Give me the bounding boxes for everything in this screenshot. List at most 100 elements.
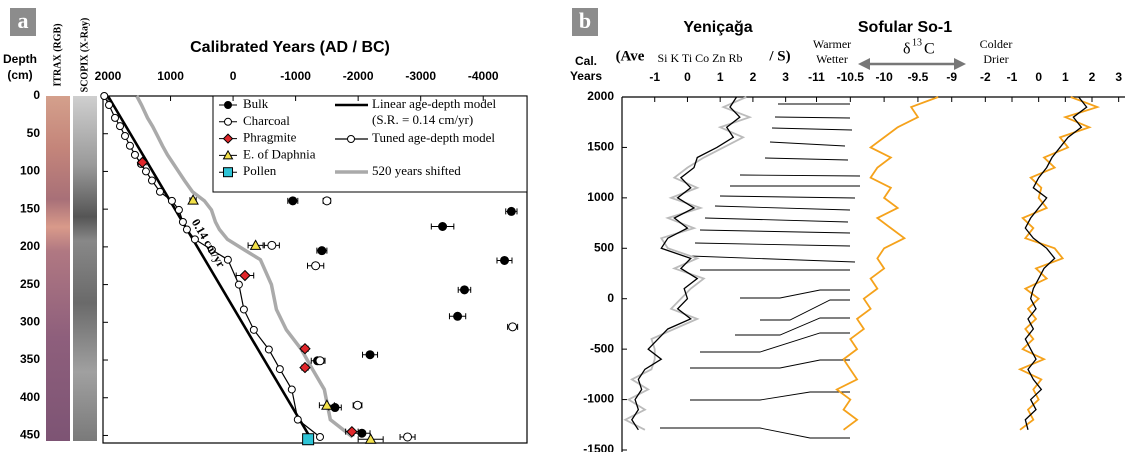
marker	[222, 133, 234, 144]
legend-label: Phragmite	[243, 130, 297, 145]
marker	[136, 156, 149, 169]
y-tick-label: 250	[20, 277, 40, 291]
legend-label: 520 years shifted	[372, 163, 461, 178]
x-tick-label: 1000	[157, 69, 184, 83]
marker	[353, 400, 363, 410]
marker	[315, 356, 325, 366]
marker	[288, 196, 298, 206]
record-line	[1024, 96, 1088, 430]
marker	[302, 433, 315, 446]
x-tick-label: 3	[782, 70, 789, 84]
panel-b: b Yeniçağa Sofular So-1 Cal. Years (Ave …	[570, 8, 1125, 452]
marker	[224, 117, 232, 126]
y-axis-title: Years	[570, 69, 602, 83]
axis-symbol: 13	[912, 37, 922, 48]
x-tick-label: -2000	[343, 69, 374, 83]
record-line	[1017, 96, 1101, 431]
marker	[346, 425, 358, 438]
panel-label: b	[579, 8, 591, 33]
record-title: Yeniçağa	[683, 19, 752, 36]
x-tick-label: -1	[649, 70, 660, 84]
marker	[357, 428, 367, 438]
y-tick-label: 1500	[587, 140, 614, 154]
marker	[178, 217, 187, 226]
record-title: Sofular So-1	[858, 19, 952, 36]
y-tick-label: -1000	[583, 392, 614, 406]
marker	[100, 92, 109, 100]
tie-lines	[660, 103, 861, 439]
marker	[147, 176, 156, 185]
marker	[506, 206, 516, 216]
marker	[141, 167, 150, 176]
x-tick-label: 3	[1115, 70, 1122, 84]
marker	[224, 101, 232, 109]
core-image	[46, 96, 70, 441]
marker	[249, 239, 262, 250]
marker	[330, 403, 340, 413]
marker	[116, 122, 125, 131]
record-line	[631, 96, 741, 431]
marker	[190, 235, 199, 244]
y-tick-label: 0	[607, 291, 614, 305]
x-tick-label: 0	[1035, 70, 1042, 84]
y-tick-label: 500	[594, 240, 614, 254]
legend-label: E. of Daphnia	[243, 146, 316, 161]
legend-label: Pollen	[243, 163, 277, 178]
axis-symbol: C	[924, 41, 935, 58]
marker	[453, 311, 463, 321]
x-tick-label: -4000	[468, 69, 499, 83]
marker	[121, 131, 130, 140]
record-line	[623, 96, 753, 431]
x-tick-label: -2	[980, 70, 991, 84]
x-tick-label: 2000	[95, 69, 122, 83]
marker	[287, 385, 296, 394]
y-tick-label: 1000	[587, 190, 614, 204]
marker	[174, 205, 183, 214]
core-label: SCOPIX (X-Ray)	[79, 18, 90, 93]
core-image	[73, 96, 97, 441]
marker	[249, 325, 258, 334]
marker	[299, 361, 311, 374]
marker	[321, 399, 333, 410]
axis-symbol: δ	[903, 41, 911, 58]
y-tick-label: 50	[27, 126, 41, 140]
marker	[207, 245, 216, 254]
axis-label: Si K Ti Co Zn Rb	[657, 51, 742, 65]
x-tick-label: -3000	[405, 69, 436, 83]
marker	[155, 187, 164, 196]
x-tick-label: 2	[750, 70, 757, 84]
legend-note: (S.R. = 0.14 cm/yr)	[372, 112, 473, 127]
y-tick-label: 150	[20, 201, 40, 215]
axis-label: / S)	[768, 48, 790, 64]
marker	[508, 322, 518, 332]
marker	[105, 101, 114, 110]
axis-label: Colder	[980, 37, 1013, 51]
marker	[364, 433, 377, 444]
model-line	[135, 95, 354, 439]
y-tick-label: 200	[20, 239, 40, 253]
x-tick-label: -10.5	[837, 70, 865, 84]
y-tick-label: 350	[20, 352, 40, 366]
marker	[299, 342, 311, 355]
marker	[317, 246, 327, 256]
x-tick-label: 0	[684, 70, 691, 84]
marker	[293, 415, 302, 424]
axis-label: Drier	[983, 52, 1008, 66]
marker	[111, 113, 120, 122]
axis-label: (Ave	[616, 48, 645, 64]
x-tick-label: 0	[230, 69, 237, 83]
marker	[125, 141, 134, 150]
marker	[365, 350, 375, 360]
marker	[275, 365, 284, 374]
y-axis-title: Depth	[3, 52, 37, 66]
legend-label: Charcoal	[243, 113, 290, 128]
y-tick-label: -500	[590, 341, 614, 355]
record-line	[835, 96, 939, 431]
y-axis-unit: (cm)	[7, 68, 32, 82]
y-tick-label: 0	[33, 88, 40, 102]
x-tick-label: 1	[717, 70, 724, 84]
x-tick-label: -9.5	[908, 70, 929, 84]
y-tick-label: 2000	[587, 89, 614, 103]
marker	[264, 345, 273, 354]
